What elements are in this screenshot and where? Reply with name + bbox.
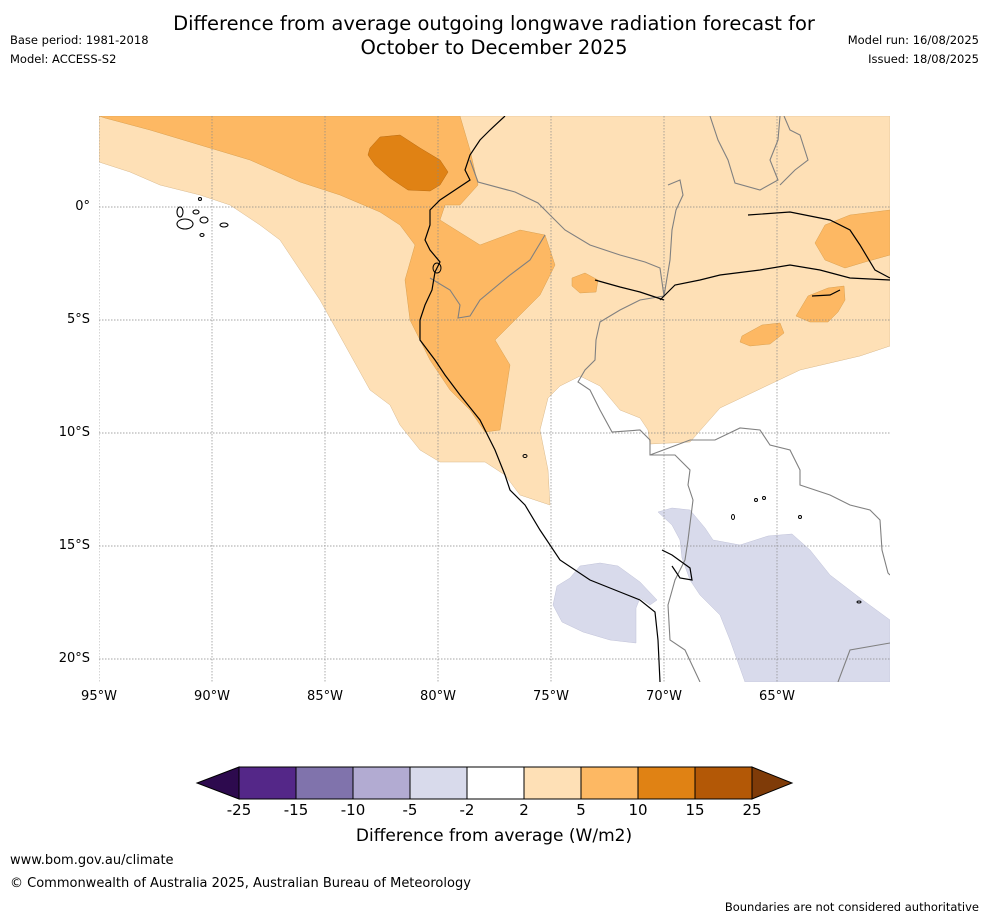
longitude-gridlines: [99, 116, 778, 682]
map-panel: [99, 116, 890, 682]
colorbar-bin--25--15: [238, 766, 297, 800]
anomaly-region-5-10-amazon: [795, 285, 846, 323]
lon-label-65w: 65°W: [759, 689, 795, 704]
coastline: [419, 116, 890, 682]
colorbar-tick-label: -2: [459, 801, 475, 819]
anomaly-region-5-10-north: [99, 116, 556, 433]
colorbar-tick-label: 5: [576, 801, 586, 819]
colorbar-tick-label: 2: [519, 801, 529, 819]
colorbar-tick-label: 10: [628, 801, 648, 819]
lon-label-75w: 75°W: [533, 689, 569, 704]
colorbar-tick-label: 15: [685, 801, 705, 819]
lat-label-15s: 15°S: [58, 538, 90, 553]
colorbar-bin--10--5: [352, 766, 411, 800]
colorbar-arrow-high: [751, 766, 794, 800]
colorbar: [195, 766, 794, 800]
colorbar-bin--2-2: [466, 766, 525, 800]
colorbar-tick-label: -25: [226, 801, 252, 819]
colorbar-arrow-low: [195, 766, 240, 800]
lon-label-80w: 80°W: [420, 689, 456, 704]
colorbar-tick-label: -10: [340, 801, 366, 819]
colorbar-bin-10-15: [637, 766, 696, 800]
colorbar-bin-15-25: [694, 766, 753, 800]
anomaly-region-neg-2-5-east: [657, 507, 890, 682]
anomaly-region-10-15: [367, 134, 449, 192]
issued-label: Issued: 18/08/2025: [868, 52, 979, 66]
anomaly-region-5-10-small-1: [571, 272, 599, 294]
colorbar-bin--5--2: [409, 766, 468, 800]
lon-label-70w: 70°W: [646, 689, 682, 704]
colorbar-title: Difference from average (W/m2): [355, 826, 633, 846]
lat-label-10s: 10°S: [58, 425, 90, 440]
colorbar-bin-2-5: [523, 766, 582, 800]
base-period-label: Base period: 1981-2018: [10, 33, 149, 47]
colorbar-tick-label: -15: [283, 801, 309, 819]
lat-label-5s: 5°S: [66, 312, 90, 327]
colorbar-tick-label: 25: [742, 801, 762, 819]
title-line-1: Difference from average outgoing longwav…: [173, 12, 815, 35]
lon-label-85w: 85°W: [307, 689, 343, 704]
model-label: Model: ACCESS-S2: [10, 52, 117, 66]
lon-label-95w: 95°W: [81, 689, 117, 704]
copyright-text: © Commonwealth of Australia 2025, Austra…: [10, 876, 471, 891]
boundary-disclaimer: Boundaries are not considered authoritat…: [724, 900, 979, 914]
country-borders: [429, 116, 890, 682]
title-line-2: October to December 2025: [360, 36, 628, 59]
small-water-bodies: [432, 262, 862, 604]
lat-label-20s: 20°S: [58, 651, 90, 666]
galapagos-islands: [176, 196, 229, 238]
bom-url-link[interactable]: www.bom.gov.au/climate: [10, 853, 174, 868]
anomaly-region-5-10-east: [814, 209, 890, 269]
colorbar-bin-5-10: [580, 766, 639, 800]
anomaly-region-neg-2-5-west: [552, 562, 658, 644]
lat-label-0: 0°: [75, 199, 90, 214]
colorbar-tick-label: -5: [402, 801, 418, 819]
lon-label-90w: 90°W: [194, 689, 230, 704]
colorbar-bin--15--10: [295, 766, 354, 800]
chart-title: Difference from average outgoing longwav…: [0, 12, 988, 60]
model-run-label: Model run: 16/08/2025: [847, 33, 979, 47]
